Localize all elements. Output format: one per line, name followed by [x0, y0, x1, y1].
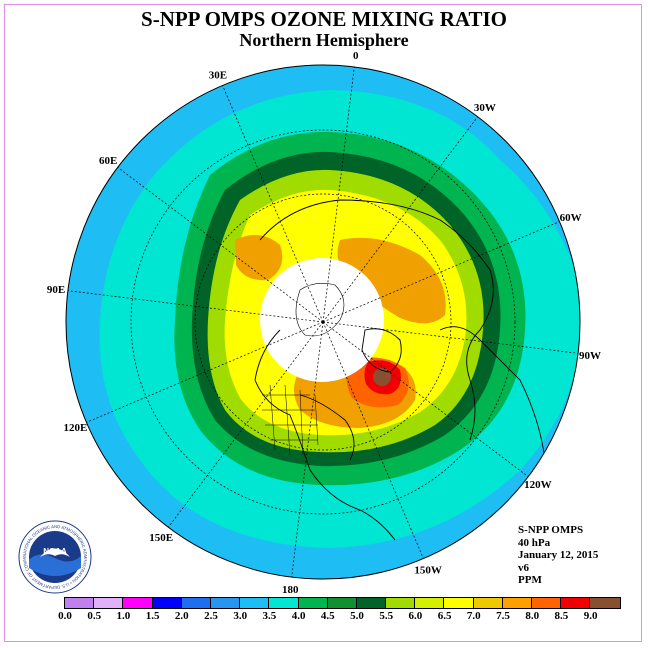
date-label: January 12, 2015 [518, 549, 599, 561]
colorbar-tick-label: 4.0 [291, 610, 306, 622]
colorbar-tick-label: 4.5 [320, 610, 335, 622]
colorbar-swatch [444, 598, 474, 608]
colorbar-swatch [356, 598, 387, 608]
colorbar-swatch [327, 598, 357, 608]
meridian-line [222, 85, 324, 323]
colorbar-tick-label: 5.0 [350, 610, 364, 622]
longitude-label: 120E [63, 422, 87, 434]
meridian-line [322, 116, 478, 323]
instrument-label: S-NPP OMPS [518, 524, 584, 536]
region-no-data [260, 258, 384, 382]
meridian-line [322, 321, 579, 354]
coastline-eurasia [259, 199, 494, 441]
colorbar-tick-label: 9.0 [583, 610, 598, 622]
us-state-grid [262, 384, 319, 456]
meridian-lines [67, 66, 579, 578]
colorbar-tick-label: 1.0 [116, 610, 131, 622]
colorbar-swatch [415, 598, 445, 608]
colorbar [64, 597, 621, 609]
colorbar-swatch [532, 598, 562, 608]
version-label: v6 [518, 561, 529, 574]
data-info: S-NPP OMPS 40 hPa January 12, 2015 v6 PP… [518, 524, 598, 587]
colorbar-tick-label: 3.0 [233, 610, 248, 622]
colorbar-tick-label: 3.5 [262, 610, 277, 622]
longitude-label: 90W [579, 350, 601, 362]
longitude-label: 180 [282, 584, 299, 596]
region-orange-asia [337, 237, 446, 324]
colorbar-swatch [502, 598, 532, 608]
meridian-line [322, 66, 355, 323]
meridian-line [322, 321, 424, 559]
longitude-labels: 90E 60E 30E 0 30W 60W 90W 120W 150W 180 150E 120E [47, 50, 601, 596]
region-max-brown [373, 368, 391, 386]
pressure-label: 40 hPa [518, 536, 551, 549]
coastline-greenland [361, 328, 402, 373]
colorbar-tick-label: 5.5 [379, 610, 394, 622]
colorbar-swatch [269, 598, 299, 608]
noaa-logo: NOAA NATIONAL OCEANIC AND ATMOSPHERIC AD… [16, 516, 92, 594]
coastline-europe-africa [439, 326, 546, 461]
colorbar-swatch [473, 598, 503, 608]
colorbar-tick-label: 0.5 [87, 610, 102, 622]
coastline-north-america [254, 329, 396, 541]
colorbar-tick-label: 1.5 [145, 610, 160, 622]
longitude-label: 30E [209, 69, 227, 81]
colorbar-tick-label: 8.0 [525, 610, 540, 622]
colorbar-swatch [152, 598, 182, 608]
longitude-label: 150E [149, 532, 173, 544]
meridian-line [291, 321, 324, 578]
meridian-line [322, 221, 560, 323]
colorbar-tick-label: 6.5 [437, 610, 452, 622]
meridian-line [86, 321, 324, 423]
meridian-line [168, 321, 324, 528]
colorbar-swatch [123, 598, 153, 608]
longitude-label: 60E [99, 155, 117, 167]
units-label: PPM [518, 574, 542, 586]
colorbar-tick-label: 7.5 [496, 610, 510, 622]
colorbar-swatch [210, 598, 241, 608]
longitude-label: 90E [47, 284, 65, 296]
map-boundary [65, 64, 581, 580]
longitude-label: 30W [474, 102, 496, 114]
colorbar-swatch [561, 598, 591, 608]
region-orange-pacific [235, 235, 283, 281]
noaa-logo-text: NOAA [43, 547, 67, 556]
colorbar-swatch [65, 598, 95, 608]
colorbar-swatch [94, 598, 124, 608]
longitude-label: 0 [353, 50, 359, 62]
colorbar-swatch [298, 598, 328, 608]
colorbar-tick-label: 7.0 [466, 610, 481, 622]
colorbar-swatch [181, 598, 211, 608]
colorbar-swatch [240, 598, 270, 608]
longitude-label: 60W [560, 212, 582, 224]
meridian-line [67, 290, 324, 323]
colorbar-swatch [590, 598, 620, 608]
longitude-label: 120W [524, 479, 552, 491]
map-title: S-NPP OMPS OZONE MIXING RATIO [141, 7, 507, 31]
colorbar-ticks: 0.0 0.5 1.0 1.5 2.0 2.5 3.0 3.5 4.0 4.5 5.0 5.5 6.0 6… [0, 610, 648, 624]
map-subtitle: Northern Hemisphere [239, 30, 409, 50]
graticule [67, 66, 579, 578]
meridian-line [322, 321, 529, 477]
colorbar-tick-label: 2.5 [204, 610, 218, 622]
colorbar-tick-label: 2.0 [174, 610, 189, 622]
colorbar-tick-label: 0.0 [58, 610, 72, 622]
colorbar-swatch [386, 598, 416, 608]
longitude-label: 150W [414, 565, 442, 577]
page-frame [4, 4, 642, 642]
meridian-line [117, 167, 324, 323]
colorbar-tick-label: 6.0 [408, 610, 423, 622]
coastline-arctic-islands [295, 283, 345, 337]
colorbar-tick-label: 8.5 [554, 610, 569, 622]
